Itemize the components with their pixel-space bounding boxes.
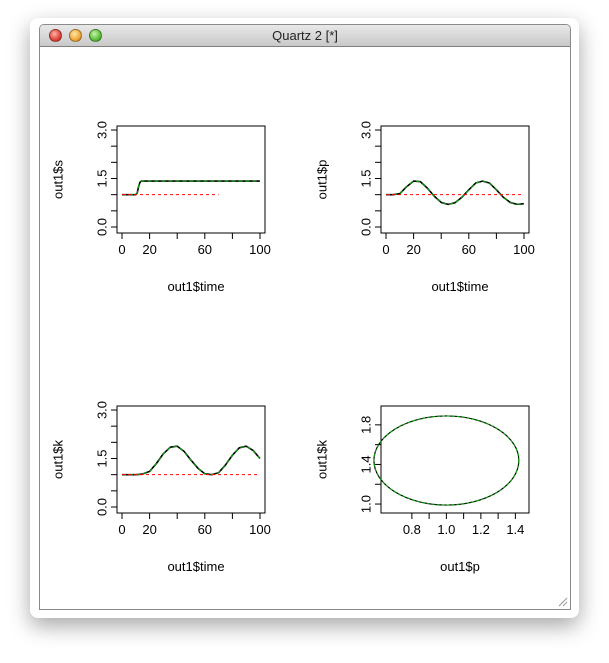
panel-1-xtick-label: 20 — [142, 242, 156, 257]
panel-3-series-overlay — [122, 445, 261, 476]
panel-4-xlabel: out1$p — [440, 559, 480, 574]
panel-2-frame — [380, 125, 530, 234]
panel-1-series-overlay — [122, 180, 260, 196]
panel-4-ytick-label: 1.8 — [358, 416, 373, 434]
panel-4-xtick-label: 1.4 — [506, 522, 524, 537]
panel-2-ytick-label: 1.5 — [358, 169, 373, 187]
panel-4-frame — [380, 405, 530, 514]
panel-1-series-line — [122, 180, 260, 196]
title-bar[interactable]: Quartz 2 [*] — [40, 25, 570, 47]
panel-3-ytick-label: 3.0 — [94, 401, 109, 419]
panel-3-ytick-label: 1.5 — [94, 449, 109, 467]
panel-4-phase-loop — [373, 415, 520, 506]
panel-2-series-overlay — [386, 180, 525, 205]
panel-1-frame — [116, 125, 266, 234]
panel-3-xlabel: out1$time — [167, 559, 224, 574]
panel-3-frame — [116, 405, 266, 514]
plot-canvas: 0 20 60 100 0.0 1.5 3.0 out1$time out1$s 0 20 60 100… — [50, 121, 535, 574]
minimize-icon[interactable] — [69, 29, 82, 42]
panel-3-ytick-label: 0.0 — [94, 498, 109, 516]
panel-1-ytick-label: 1.5 — [94, 169, 109, 187]
panel-2-xlabel: out1$time — [431, 279, 488, 294]
close-icon[interactable] — [49, 29, 62, 42]
panel-1-ytick-label: 0.0 — [94, 218, 109, 236]
panel-1-ylabel: out1$s — [50, 159, 65, 199]
panel-2-ytick-label: 0.0 — [358, 218, 373, 236]
panel-4-phase-loop-overlay — [373, 415, 520, 506]
panel-1-xlabel: out1$time — [167, 279, 224, 294]
panel-1-xtick-label: 60 — [198, 242, 212, 257]
panel-2-ytick-label: 3.0 — [358, 121, 373, 139]
panel-2-series-line — [386, 180, 525, 206]
zoom-icon[interactable] — [89, 29, 102, 42]
plot-area: 0 20 60 100 0.0 1.5 3.0 out1$time out1$s 0 20 60 100… — [40, 47, 570, 609]
panel-3-xtick-label: 20 — [142, 522, 156, 537]
panel-3-ylabel: out1$k — [50, 439, 65, 479]
quartz-window: Quartz 2 [*] 0 20 60 100 0.0 1.5 3.0 out1$time o… — [39, 24, 571, 610]
panel-4-ytick-label: 1.4 — [358, 455, 373, 473]
panel-2-xtick-label: 0 — [382, 242, 389, 257]
panel-2-xtick-label: 20 — [406, 242, 420, 257]
panel-3-xtick-label: 0 — [118, 522, 125, 537]
panel-4-ylabel: out1$k — [314, 439, 329, 479]
panel-4-xtick-label: 1.0 — [437, 522, 455, 537]
window-title: Quartz 2 [*] — [272, 28, 338, 43]
panel-2-xtick-label: 60 — [462, 242, 476, 257]
panel-2-xtick-label: 100 — [513, 242, 535, 257]
resize-grip-icon[interactable] — [556, 595, 568, 607]
panel-1-ytick-label: 3.0 — [94, 121, 109, 139]
panel-3-xtick-label: 100 — [249, 522, 271, 537]
panel-4-xtick-label: 0.8 — [403, 522, 421, 537]
panel-1-xtick-label: 100 — [249, 242, 271, 257]
panel-4-xtick-label: 1.2 — [472, 522, 490, 537]
panel-1-xtick-label: 0 — [118, 242, 125, 257]
panel-3-xtick-label: 60 — [198, 522, 212, 537]
panel-2-ylabel: out1$p — [314, 160, 329, 200]
panel-4-ytick-label: 1.0 — [358, 495, 373, 513]
